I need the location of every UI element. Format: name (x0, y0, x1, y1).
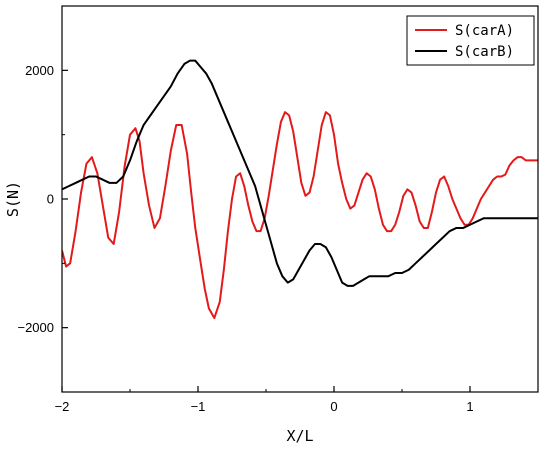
series-line-carA (62, 111, 538, 320)
legend-box (406, 15, 535, 66)
x-tick-label: −1 (191, 399, 206, 414)
series-line-carB (62, 59, 538, 287)
x-axis-title: X/L (286, 427, 313, 445)
y-tick-label: 0 (47, 192, 54, 207)
y-tick-label: 2000 (25, 63, 54, 78)
legend-entry-label: S(carB) (455, 44, 514, 60)
x-tick-label: 1 (466, 399, 473, 414)
x-tick-label: 0 (330, 399, 337, 414)
series-layer (62, 59, 538, 320)
x-tick-label: −2 (55, 399, 70, 414)
legend: S(carA) S(carB) (406, 15, 535, 66)
axes-layer: −2 −1 0 1 −2000 0 2000 (17, 5, 539, 414)
y-tick-label: −2000 (17, 320, 54, 335)
legend-entry-label: S(carA) (455, 23, 514, 39)
y-axis-title: S(N) (4, 181, 22, 217)
